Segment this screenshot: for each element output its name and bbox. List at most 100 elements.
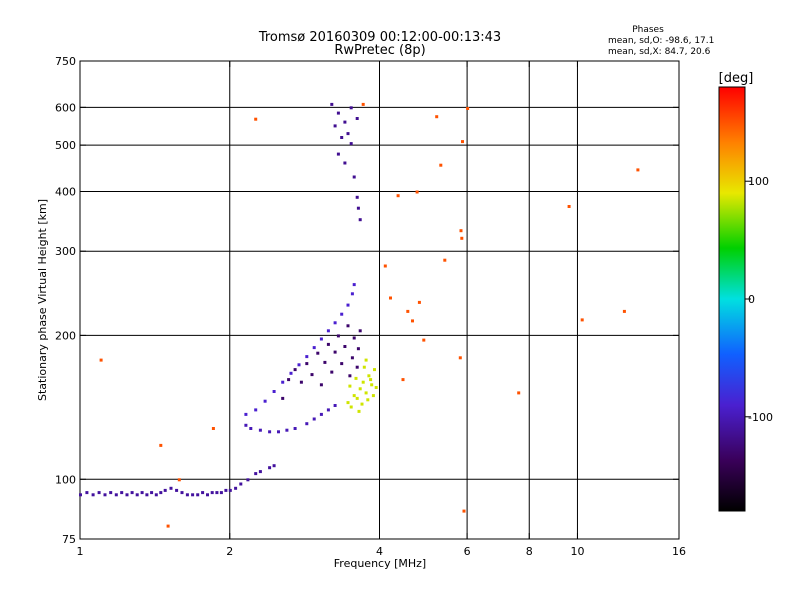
colorbar <box>718 86 746 512</box>
data-point <box>346 303 350 307</box>
data-point <box>254 408 258 412</box>
data-point <box>333 350 337 354</box>
data-point <box>364 391 368 395</box>
data-point <box>358 329 362 333</box>
data-point <box>293 427 297 430</box>
data-point <box>185 493 189 497</box>
data-point <box>145 493 149 497</box>
data-points <box>79 102 640 528</box>
data-point <box>316 351 320 355</box>
data-point <box>319 412 323 416</box>
data-point <box>219 491 223 495</box>
data-point <box>358 218 362 222</box>
colorbar-ticks: 100 0 -100 <box>745 175 773 424</box>
data-point <box>215 491 219 495</box>
data-point <box>135 493 139 497</box>
data-point <box>333 404 337 407</box>
data-point <box>422 338 426 342</box>
data-point <box>411 319 414 323</box>
data-point <box>343 345 347 348</box>
data-point <box>383 264 387 268</box>
data-point <box>191 493 195 497</box>
y-tick-label: 400 <box>55 185 76 198</box>
data-point <box>401 378 405 382</box>
y-axis-label: Stationary phase Virtual Height [km] <box>36 199 49 401</box>
data-point <box>103 493 107 497</box>
data-point <box>159 491 163 495</box>
data-point <box>580 318 584 322</box>
y-tick-label: 600 <box>55 101 76 114</box>
data-point <box>272 390 276 393</box>
data-point <box>201 491 205 495</box>
data-point <box>234 486 238 490</box>
stats-line-x: mean, sd,X: 84.7, 20.6 <box>608 47 711 57</box>
x-axis: 1 2 4 6 8 10 16 <box>77 61 686 558</box>
data-point <box>357 409 361 413</box>
data-point <box>415 190 419 194</box>
data-point <box>109 491 113 495</box>
data-point <box>175 488 179 492</box>
data-point <box>567 205 571 208</box>
data-point <box>258 470 262 474</box>
data-point <box>330 102 334 106</box>
data-point <box>299 380 303 384</box>
data-point <box>360 402 364 406</box>
data-point <box>389 296 392 300</box>
data-point <box>356 347 360 351</box>
data-point <box>330 370 334 374</box>
data-point <box>361 102 365 106</box>
data-point <box>352 283 356 287</box>
data-point <box>349 405 353 409</box>
data-point <box>254 472 258 476</box>
data-point <box>305 355 309 359</box>
colorbar-tick-label: -100 <box>748 411 773 424</box>
data-point <box>244 423 248 427</box>
data-point <box>239 482 243 486</box>
data-point <box>459 229 463 233</box>
y-tick-label: 100 <box>55 473 76 486</box>
data-point <box>125 493 129 497</box>
data-point <box>458 356 462 360</box>
colorbar-label: [deg] <box>719 71 754 86</box>
data-point <box>163 488 167 492</box>
data-point <box>333 124 337 128</box>
data-point <box>244 412 248 416</box>
data-point <box>166 524 170 528</box>
data-point <box>350 292 354 296</box>
data-point <box>263 399 267 403</box>
data-point <box>417 300 421 304</box>
data-point <box>352 336 356 340</box>
data-point <box>367 374 371 378</box>
data-point <box>349 142 353 146</box>
data-point <box>305 362 309 366</box>
data-point <box>169 486 173 490</box>
data-point <box>289 371 293 375</box>
data-point <box>85 491 89 495</box>
data-point <box>206 493 209 497</box>
x-tick-label: 16 <box>672 545 686 558</box>
data-point <box>343 161 347 165</box>
data-point <box>305 422 309 426</box>
y-tick-label: 500 <box>55 139 76 152</box>
data-point <box>310 373 314 377</box>
data-point <box>326 408 330 412</box>
y-tick-label: 750 <box>55 55 76 68</box>
data-point <box>210 491 214 495</box>
data-point <box>371 394 375 398</box>
data-point <box>196 493 200 497</box>
data-point <box>435 115 439 119</box>
data-point <box>258 428 262 432</box>
data-point <box>150 491 154 495</box>
data-point <box>336 111 340 115</box>
data-point <box>462 509 466 513</box>
data-point <box>297 363 301 367</box>
chart-title: Tromsø 20160309 00:12:00-00:13:43 <box>258 30 501 45</box>
data-point <box>355 365 359 369</box>
data-point <box>349 106 353 110</box>
data-point <box>340 136 344 139</box>
data-point <box>361 380 365 384</box>
data-point <box>466 107 470 110</box>
data-point <box>130 491 134 495</box>
data-point <box>159 443 163 447</box>
data-point <box>355 117 359 120</box>
